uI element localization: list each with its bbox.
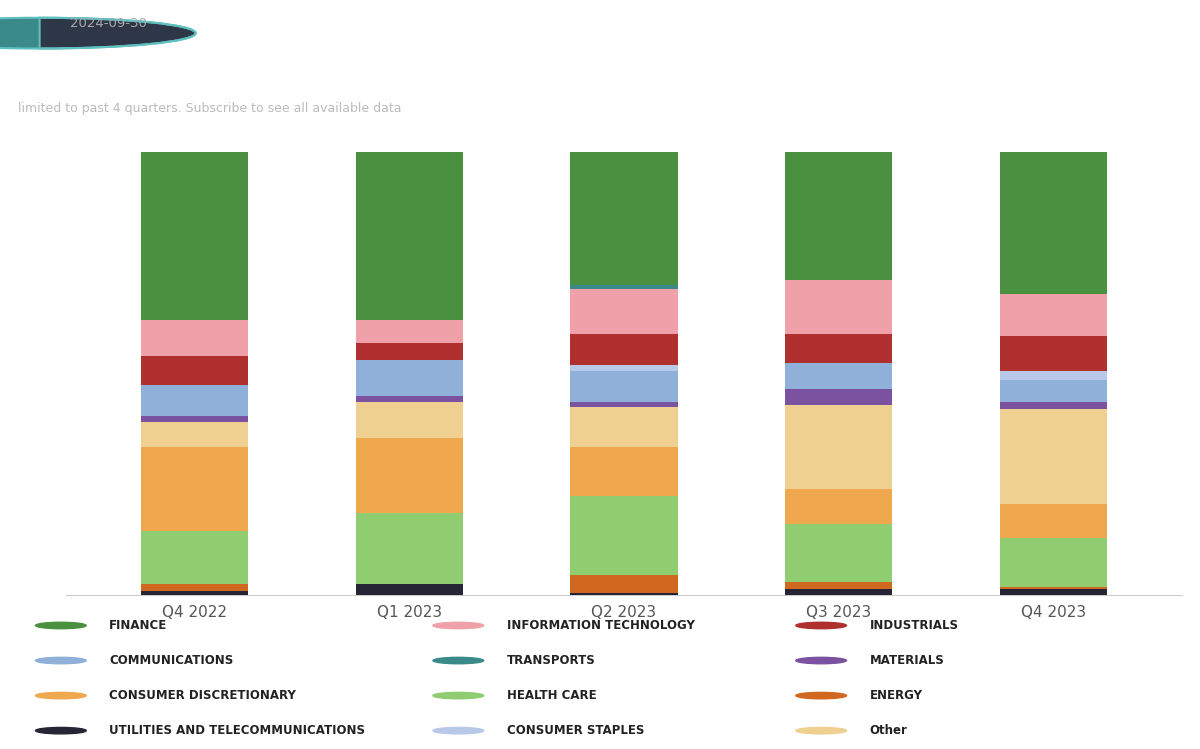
Bar [355,152,463,321]
Circle shape [796,727,846,734]
Text: INFORMATION TECHNOLOGY: INFORMATION TECHNOLOGY [506,619,695,632]
Circle shape [796,622,846,628]
Bar [355,342,463,360]
Bar [142,152,248,321]
Bar [355,360,463,395]
Wedge shape [40,18,196,49]
Bar [785,404,893,489]
Text: FINANCE: FINANCE [109,619,168,632]
Text: INDUSTRIALS: INDUSTRIALS [870,619,959,632]
Circle shape [796,658,846,664]
Text: HEALTH CARE: HEALTH CARE [506,689,596,702]
Wedge shape [0,18,40,49]
Circle shape [433,658,484,664]
Bar [570,285,678,289]
Bar [1000,586,1106,589]
Bar [785,280,893,333]
Bar [785,582,893,589]
Bar [1000,409,1106,505]
Text: CONSUMER STAPLES: CONSUMER STAPLES [506,724,644,737]
Bar [142,584,248,591]
Circle shape [36,658,86,664]
Bar [570,333,678,365]
Bar [785,152,893,280]
Bar [570,365,678,372]
Bar [785,489,893,524]
Circle shape [433,622,484,628]
Bar [570,593,678,595]
Text: 13F Sector Allocation Over Time: 13F Sector Allocation Over Time [18,57,498,83]
Circle shape [433,727,484,734]
Bar [1000,402,1106,409]
Circle shape [433,692,484,699]
Bar [355,438,463,513]
Bar [570,496,678,575]
Bar [1000,380,1106,402]
Bar [1000,294,1106,336]
Bar [142,591,248,595]
Bar [1000,336,1106,372]
Bar [785,389,893,404]
Bar [570,402,678,407]
Text: MATERIALS: MATERIALS [870,654,944,667]
Bar [785,589,893,595]
Bar [142,447,248,531]
Bar [1000,505,1106,538]
Text: UTILITIES AND TELECOMMUNICATIONS: UTILITIES AND TELECOMMUNICATIONS [109,724,365,737]
Bar [785,363,893,389]
Circle shape [36,622,86,628]
Bar [785,333,893,363]
Bar [142,416,248,422]
Bar [1000,589,1106,595]
Bar [570,152,678,285]
Bar [570,407,678,447]
Bar [570,447,678,496]
Text: 2024-09-30: 2024-09-30 [70,17,146,30]
Bar [355,513,463,584]
Text: TRANSPORTS: TRANSPORTS [506,654,595,667]
Bar [355,584,463,595]
Bar [142,321,248,356]
Circle shape [36,692,86,699]
Bar [355,395,463,402]
Bar [142,356,248,385]
Bar [1000,372,1106,380]
Text: ENERGY: ENERGY [870,689,923,702]
Text: limited to past 4 quarters. Subscribe to see all available data: limited to past 4 quarters. Subscribe to… [18,102,402,115]
Text: Other: Other [870,724,907,737]
Bar [355,321,463,342]
Bar [142,422,248,447]
Bar [1000,152,1106,294]
Bar [1000,538,1106,586]
Circle shape [796,692,846,699]
Bar [142,531,248,584]
Bar [570,575,678,593]
Bar [570,289,678,333]
Text: CONSUMER DISCRETIONARY: CONSUMER DISCRETIONARY [109,689,296,702]
Circle shape [36,727,86,734]
Bar [142,385,248,416]
Bar [570,372,678,402]
Bar [355,402,463,438]
Text: COMMUNICATIONS: COMMUNICATIONS [109,654,234,667]
Bar [785,524,893,582]
